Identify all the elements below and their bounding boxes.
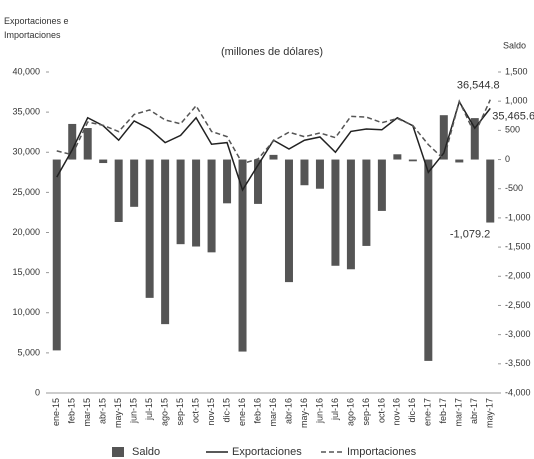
bar [238,159,247,352]
x-tick-label: sep-16 [361,398,371,426]
y2-tick-label: 1,000 [505,96,528,106]
legend-label: Importaciones [347,446,417,458]
y2-tick-label: 1,500 [505,66,528,76]
x-tick-label: jul-16 [330,398,340,421]
bar [455,159,464,163]
legend-label: Saldo [132,446,160,458]
bar [99,159,108,164]
y-tick-label: 20,000 [12,227,40,237]
y-axis-title: Exportaciones e Importaciones [4,16,69,40]
x-tick-label: dic-15 [221,398,231,423]
x-tick-label: jul-15 [144,398,154,421]
x-tick-label: ene-16 [237,398,247,426]
y2-tick-label: -3,500 [505,358,531,368]
y2-tick-label: -1,000 [505,212,531,222]
x-tick-label: feb-15 [67,398,77,424]
bar [315,159,324,189]
x-tick-label: ago-16 [345,398,355,426]
bar [68,123,77,160]
x-tick-label: may-15 [113,398,123,428]
x-tick-label: abr-16 [283,398,293,424]
bar [424,159,433,361]
x-tick-label: mar-15 [82,398,92,427]
x-tick-label: may-17 [485,398,495,428]
y-tick-label: 5,000 [17,347,40,357]
data-label: 35,465.6 [492,110,534,122]
y-tick-label: 15,000 [12,267,40,277]
y2-tick-label: -2,500 [505,300,531,310]
legend-label: Exportaciones [232,446,302,458]
x-tick-label: ene-15 [51,398,61,426]
x-tick-label: mar-17 [454,398,464,427]
y2-tick-label: 0 [505,154,510,164]
y2-tick-label: 500 [505,125,520,135]
x-tick-label: ago-15 [159,398,169,426]
y2-tick-label: -500 [505,183,523,193]
x-tick-label: jun-15 [129,398,139,424]
bar [114,159,123,222]
x-tick-label: may-16 [299,398,309,428]
bar [52,159,61,351]
bar [176,159,185,245]
bar [207,159,216,253]
x-tick-label: oct-16 [376,398,386,423]
x-tick-label: dic-16 [407,398,417,423]
y-tick-label: 0 [35,387,40,397]
y-tick-label: 10,000 [12,307,40,317]
y2-tick-label: -4,000 [505,387,531,397]
y2-tick-label: -1,500 [505,241,531,251]
x-tick-label: feb-16 [252,398,262,424]
x-tick-label: oct-15 [190,398,200,423]
bar [377,159,386,211]
bar [346,159,355,270]
bar [192,159,201,247]
bar [300,159,309,186]
x-tick-label: mar-16 [268,398,278,427]
x-tick-label: feb-17 [438,398,448,424]
y2-axis-title: Saldo [503,40,526,50]
bar [439,115,448,160]
bar [83,128,92,160]
bar [223,159,232,204]
y-tick-label: 30,000 [12,147,40,157]
y2-tick-label: -2,000 [505,271,531,281]
y-tick-label: 25,000 [12,187,40,197]
bar [254,159,263,204]
bar [362,159,371,246]
x-tick-label: nov-16 [392,398,402,426]
data-label: 36,544.8 [457,80,500,92]
bar [161,159,170,325]
bar [145,159,154,298]
x-tick-label: sep-15 [175,398,185,426]
x-tick-label: jun-16 [314,398,324,424]
bar [284,159,293,283]
y-tick-label: 35,000 [12,107,40,117]
data-label: -1,079.2 [450,228,490,240]
x-tick-label: abr-17 [469,398,479,424]
line [56,99,491,165]
bar [331,159,340,266]
bar [393,154,402,160]
legend-swatch [112,447,124,457]
x-tick-label: abr-15 [98,398,108,424]
subtitle: (millones de dólares) [221,46,323,58]
bar [470,118,479,160]
bar [130,159,139,207]
bar [486,159,495,223]
bar [408,159,417,162]
y2-tick-label: -3,000 [505,329,531,339]
x-tick-label: ene-17 [423,398,433,426]
x-tick-label: nov-15 [206,398,216,426]
y-tick-label: 40,000 [12,66,40,76]
bar [269,154,278,160]
